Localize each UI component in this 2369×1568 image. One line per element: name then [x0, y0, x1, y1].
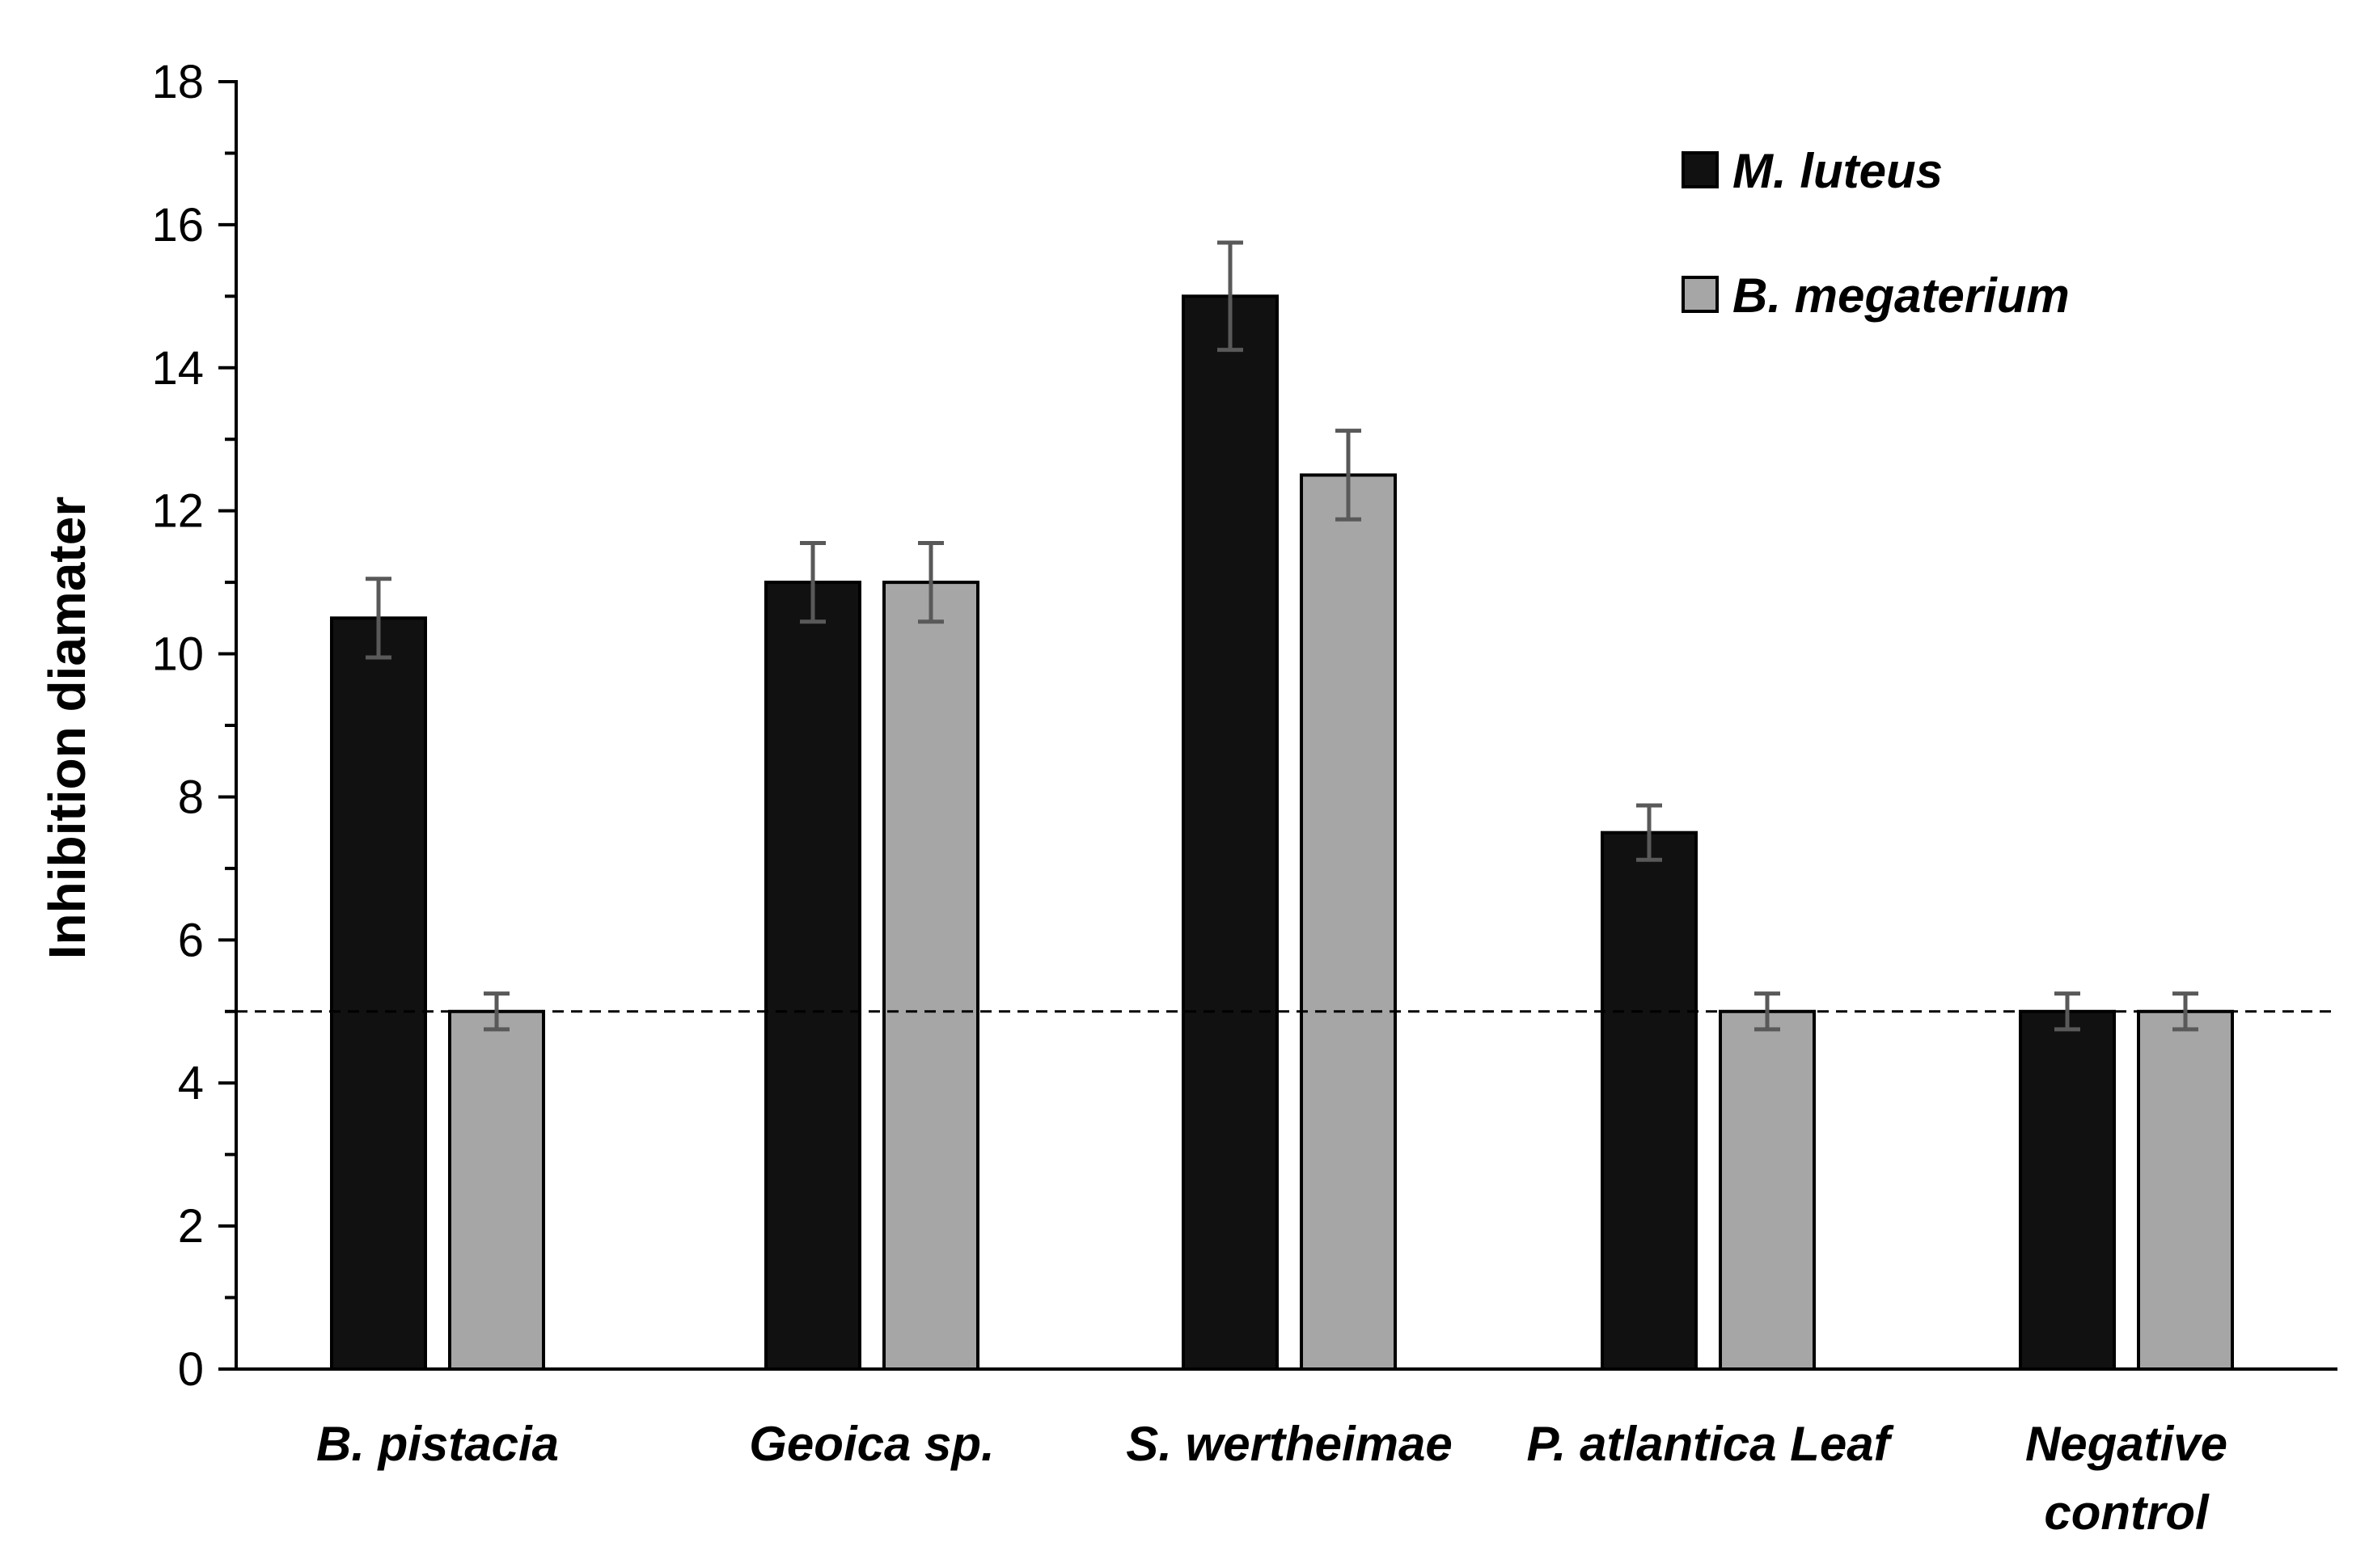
bar-b-megaterium-3	[1719, 1009, 1816, 1371]
y-tick-label: 10	[151, 628, 204, 681]
labels-layer: 0 2 4 6 8 10 12 14 16 18 B. pistacia Geoica sp. S. w…	[38, 56, 2227, 1540]
legend: M. luteus B. megaterium	[1682, 144, 2070, 323]
x-category-label-1: Geoica sp.	[749, 1417, 994, 1471]
legend-swatch-1	[1682, 276, 1719, 313]
bar-b-megaterium-1	[882, 581, 979, 1371]
y-tick-label: 8	[178, 771, 204, 823]
bar-m-luteus-3	[1601, 830, 1698, 1371]
bar-m-luteus-0	[330, 616, 427, 1371]
y-tick-label: 16	[151, 199, 204, 251]
y-axis-title: Inhibition diamater	[38, 497, 96, 959]
y-tick-label: 2	[178, 1200, 204, 1253]
x-category-label-2: S. wertheimae	[1126, 1417, 1453, 1471]
x-category-label-0: B. pistacia	[316, 1417, 559, 1471]
x-category-label-4-line-1: control	[2044, 1486, 2210, 1540]
bar-b-megaterium-2	[1300, 473, 1397, 1371]
y-tick-label: 6	[178, 914, 204, 966]
y-tick-label: 4	[178, 1057, 204, 1109]
x-category-label-3: P. atlantica Leaf	[1526, 1417, 1893, 1471]
y-tick-label: 14	[151, 342, 204, 395]
axes-layer	[218, 80, 2337, 1371]
x-category-label-4-line-0: Negative	[2025, 1417, 2227, 1471]
bar-m-luteus-1	[764, 581, 861, 1371]
y-tick-label: 12	[151, 485, 204, 538]
bar-m-luteus-2	[1182, 294, 1279, 1371]
y-tick-label: 18	[151, 56, 204, 108]
bar-b-megaterium-4	[2137, 1009, 2234, 1371]
bars-layer	[330, 294, 2234, 1371]
legend-label-0: M. luteus	[1732, 144, 1943, 198]
bar-m-luteus-4	[2019, 1009, 2116, 1371]
y-tick-label: 0	[178, 1343, 204, 1396]
error-bars-layer	[366, 240, 2198, 1032]
legend-label-1: B. megaterium	[1732, 268, 2070, 323]
bar-b-megaterium-0	[448, 1009, 545, 1371]
legend-swatch-0	[1682, 151, 1719, 188]
